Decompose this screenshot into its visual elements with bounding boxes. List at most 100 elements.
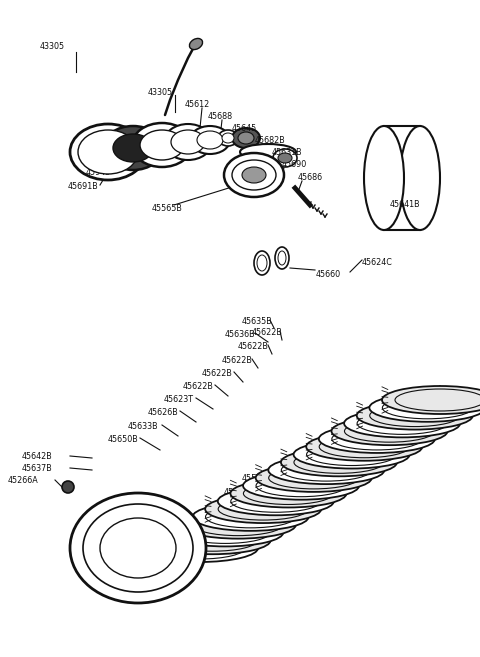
Ellipse shape xyxy=(103,126,163,170)
Text: 45633B: 45633B xyxy=(128,422,158,431)
Ellipse shape xyxy=(192,503,309,531)
Ellipse shape xyxy=(70,124,146,180)
Text: 45266A: 45266A xyxy=(8,476,39,485)
Ellipse shape xyxy=(171,130,205,154)
Ellipse shape xyxy=(273,149,297,167)
Ellipse shape xyxy=(232,160,276,190)
Text: 45623T: 45623T xyxy=(164,395,194,404)
Text: 4562'C: 4562'C xyxy=(224,488,252,497)
Ellipse shape xyxy=(230,480,347,507)
Ellipse shape xyxy=(278,251,286,265)
Ellipse shape xyxy=(319,436,409,458)
Ellipse shape xyxy=(254,251,270,275)
Ellipse shape xyxy=(400,126,440,230)
Ellipse shape xyxy=(222,133,234,143)
Text: 45612: 45612 xyxy=(185,100,210,109)
Ellipse shape xyxy=(180,510,296,539)
Ellipse shape xyxy=(205,495,321,523)
Ellipse shape xyxy=(370,394,480,422)
Text: 45682B: 45682B xyxy=(255,136,286,145)
Ellipse shape xyxy=(281,448,397,476)
Ellipse shape xyxy=(281,459,372,481)
Ellipse shape xyxy=(168,529,258,551)
Ellipse shape xyxy=(357,401,473,430)
Text: 45521C: 45521C xyxy=(242,474,273,483)
Ellipse shape xyxy=(294,451,384,473)
Ellipse shape xyxy=(269,467,359,489)
Text: 45650B: 45650B xyxy=(108,435,139,444)
Text: 45642B: 45642B xyxy=(22,452,53,461)
Text: 45691B: 45691B xyxy=(68,182,99,191)
Ellipse shape xyxy=(240,144,296,160)
Text: 43305: 43305 xyxy=(40,42,65,51)
Text: 45621C: 45621C xyxy=(356,434,387,443)
Ellipse shape xyxy=(243,472,359,500)
Ellipse shape xyxy=(83,504,193,592)
Ellipse shape xyxy=(256,475,346,497)
Text: 45631B: 45631B xyxy=(272,148,302,157)
Text: 45686: 45686 xyxy=(298,173,323,182)
Ellipse shape xyxy=(70,493,206,603)
Text: 45632B: 45632B xyxy=(160,537,191,546)
Ellipse shape xyxy=(142,534,258,562)
Text: 45565B: 45565B xyxy=(152,204,183,213)
Ellipse shape xyxy=(164,124,212,160)
Ellipse shape xyxy=(140,130,184,160)
Text: 45622B: 45622B xyxy=(252,328,283,337)
Ellipse shape xyxy=(205,506,296,528)
Text: 45624C: 45624C xyxy=(362,258,393,267)
Ellipse shape xyxy=(345,420,434,442)
Text: 45945: 45945 xyxy=(86,168,111,177)
Ellipse shape xyxy=(364,126,404,230)
Ellipse shape xyxy=(306,433,422,461)
Ellipse shape xyxy=(113,134,153,162)
Ellipse shape xyxy=(78,130,138,174)
Ellipse shape xyxy=(382,386,480,414)
Text: 45626B: 45626B xyxy=(148,408,179,417)
Ellipse shape xyxy=(218,130,238,146)
Text: 45641B: 45641B xyxy=(390,200,420,209)
Ellipse shape xyxy=(224,153,284,197)
Text: 45688: 45688 xyxy=(208,112,233,121)
Text: 45625C: 45625C xyxy=(130,551,161,560)
Ellipse shape xyxy=(275,247,289,269)
Ellipse shape xyxy=(231,490,321,512)
Ellipse shape xyxy=(218,498,308,520)
Text: 45660: 45660 xyxy=(316,270,341,279)
Ellipse shape xyxy=(370,405,460,426)
Ellipse shape xyxy=(395,389,480,411)
Text: 45645: 45645 xyxy=(232,124,257,133)
Text: 45621C: 45621C xyxy=(316,463,347,472)
Text: 45636B: 45636B xyxy=(225,330,256,339)
Ellipse shape xyxy=(357,413,447,434)
Ellipse shape xyxy=(332,417,447,445)
Ellipse shape xyxy=(257,255,267,271)
Ellipse shape xyxy=(218,487,334,515)
Ellipse shape xyxy=(167,518,283,547)
Ellipse shape xyxy=(190,38,203,49)
Ellipse shape xyxy=(132,123,192,167)
Ellipse shape xyxy=(307,443,396,466)
Ellipse shape xyxy=(232,128,260,148)
Ellipse shape xyxy=(344,409,460,438)
Ellipse shape xyxy=(155,526,271,555)
Ellipse shape xyxy=(243,482,334,505)
Text: 45622B: 45622B xyxy=(183,382,214,391)
Ellipse shape xyxy=(100,518,176,578)
Text: 45622B: 45622B xyxy=(222,356,253,365)
Ellipse shape xyxy=(319,425,435,453)
Ellipse shape xyxy=(268,456,384,484)
Text: 45627B: 45627B xyxy=(178,524,209,533)
Ellipse shape xyxy=(238,132,254,144)
Text: 45621C: 45621C xyxy=(336,448,367,457)
Ellipse shape xyxy=(197,131,223,149)
Text: 45690: 45690 xyxy=(282,160,307,169)
Ellipse shape xyxy=(278,153,292,163)
Ellipse shape xyxy=(242,167,266,183)
Text: 45635B: 45635B xyxy=(242,317,273,326)
Text: 45622B: 45622B xyxy=(202,369,233,378)
Ellipse shape xyxy=(190,126,230,154)
Ellipse shape xyxy=(332,428,422,450)
Ellipse shape xyxy=(180,522,270,543)
Ellipse shape xyxy=(294,441,409,468)
